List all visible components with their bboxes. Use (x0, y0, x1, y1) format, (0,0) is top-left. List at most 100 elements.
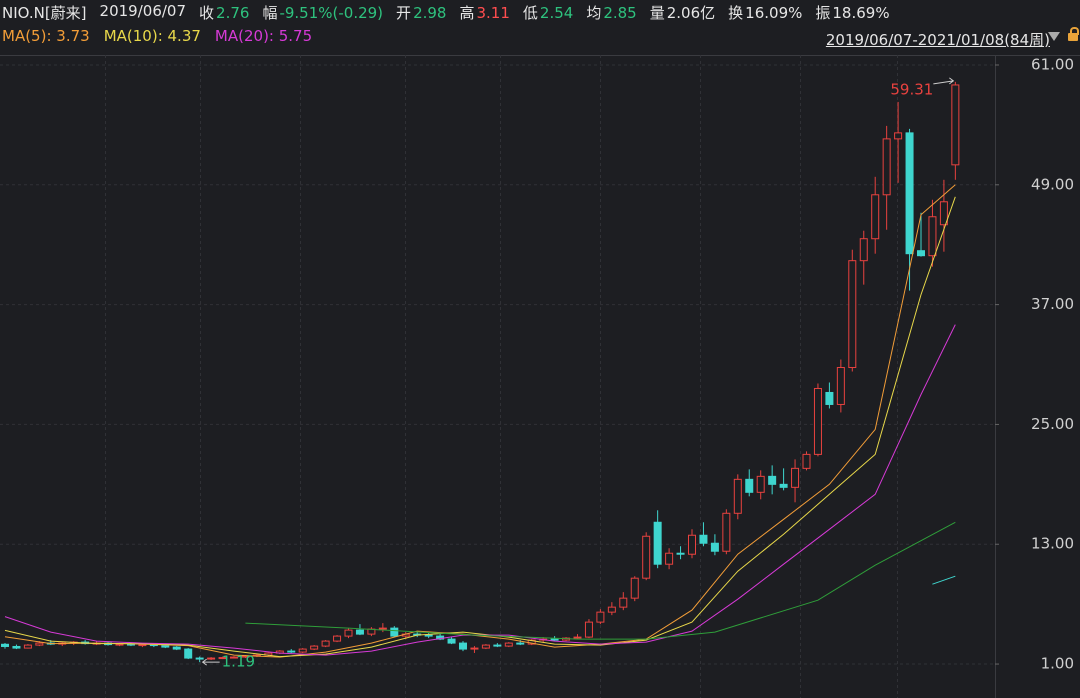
candle-body (607, 606, 616, 613)
candle-body (161, 645, 170, 648)
candle-body (115, 643, 124, 646)
candle-body (642, 535, 651, 579)
max-label: 59.31 (890, 80, 933, 98)
field-value: NIO.N[蔚来] (2, 4, 87, 22)
candle-body (333, 635, 342, 642)
field-label: 幅 (262, 4, 278, 22)
quote-field: 振 18.69% (815, 2, 889, 24)
field-value: 3.11 (476, 4, 510, 22)
y-tick-label: 13.00 (1031, 535, 1074, 553)
legend-item: MA(10)4.37 (104, 27, 201, 45)
candle-body (378, 627, 387, 630)
field-label: 振 (815, 4, 831, 22)
candle-body (791, 467, 800, 488)
y-tick-label: 25.00 (1031, 415, 1074, 433)
lock-icon[interactable] (1068, 27, 1079, 41)
candle-body (310, 645, 319, 650)
candle-body (195, 657, 204, 660)
field-value: 18.69% (832, 4, 890, 22)
legend-name: MA(20) (215, 27, 279, 45)
candle-body (321, 640, 330, 647)
candle-body (813, 387, 822, 455)
legend-value: 5.75 (278, 27, 313, 45)
candle-body (619, 597, 628, 608)
legend-value: 3.73 (56, 27, 90, 45)
quote-field: 幅 -9.51%(-0.29) (262, 2, 383, 24)
field-value: 2019/06/07 (99, 2, 187, 20)
ma-line (4, 324, 956, 656)
quote-field: 低 2.54 (523, 2, 573, 24)
candle-body (939, 201, 948, 226)
field-label: 低 (522, 4, 538, 22)
dropdown-arrow[interactable] (1048, 32, 1060, 41)
candle-body (894, 132, 903, 140)
field-value: 2.76 (216, 4, 250, 22)
candle-body (23, 644, 32, 649)
quote-header: NIO.N[蔚来] 2019/06/07 收 2.76 幅 -9.51%(-0.29) 开 2… (2, 2, 890, 24)
candle-body (573, 636, 582, 639)
legend-value: 4.37 (167, 27, 201, 45)
quote-field: 均 2.85 (586, 2, 636, 24)
candle-body (848, 260, 857, 369)
legend-item: MA(5)3.73 (2, 27, 90, 45)
legend-name: MA(5) (2, 27, 56, 45)
candle-body (699, 534, 708, 544)
field-label: 收 (199, 4, 215, 22)
field-value: 2.54 (539, 4, 574, 22)
field-value: 16.09% (745, 4, 803, 22)
candle-body (688, 534, 696, 555)
candle-body (768, 475, 777, 485)
min-label: 1.19 (222, 653, 255, 671)
field-label: 开 (396, 4, 412, 22)
candle-body (779, 483, 788, 488)
candle-body (172, 646, 181, 650)
candle-body (928, 216, 937, 257)
candle-body (745, 478, 754, 493)
candle-body (630, 577, 639, 599)
candle-body (802, 453, 811, 469)
y-tick-label: 37.00 (1031, 295, 1074, 313)
candle-body (722, 512, 731, 552)
candle-body (756, 475, 765, 493)
field-label: 高 (459, 4, 475, 22)
ma-legend: MA(5)3.73 MA(10)4.37 MA(20)5.75 (2, 27, 312, 45)
candle-body (35, 642, 44, 646)
field-value: 2.06亿 (666, 4, 716, 22)
candle-body (459, 642, 467, 650)
ma-line (932, 575, 956, 585)
candle-body (550, 638, 559, 641)
quote-field: 开 2.98 (396, 2, 446, 24)
candle-body (218, 657, 227, 660)
candle-body (184, 648, 193, 659)
candle-body (710, 542, 719, 552)
max-arrow (933, 77, 955, 85)
candle-body (951, 84, 960, 166)
range-selector[interactable]: 2019/06/07-2021/01/08(84周) (825, 31, 1050, 49)
candle-body (1, 643, 9, 647)
ma-line (4, 196, 956, 658)
candle-body (355, 629, 364, 635)
candle-body (584, 621, 593, 638)
ma-line (4, 184, 956, 658)
candle-body (504, 642, 513, 647)
candle-body (516, 642, 525, 645)
quote-field: 高 3.11 (459, 2, 509, 24)
candle-body (882, 138, 891, 196)
legend-name: MA(10) (104, 27, 168, 45)
ma-line (245, 521, 956, 640)
candle-body (859, 238, 868, 262)
candle-body (676, 552, 685, 555)
candle-body (390, 627, 399, 637)
candle-body (917, 250, 925, 257)
candle-body (493, 644, 502, 647)
candle-body (905, 132, 914, 255)
candle-body (447, 638, 456, 644)
field-value: 2.98 (413, 4, 447, 22)
y-tick-label: 49.00 (1031, 175, 1074, 193)
candle-body (836, 367, 845, 405)
candle-body (733, 478, 742, 514)
candle-body (230, 656, 238, 659)
candle-body (138, 644, 147, 647)
